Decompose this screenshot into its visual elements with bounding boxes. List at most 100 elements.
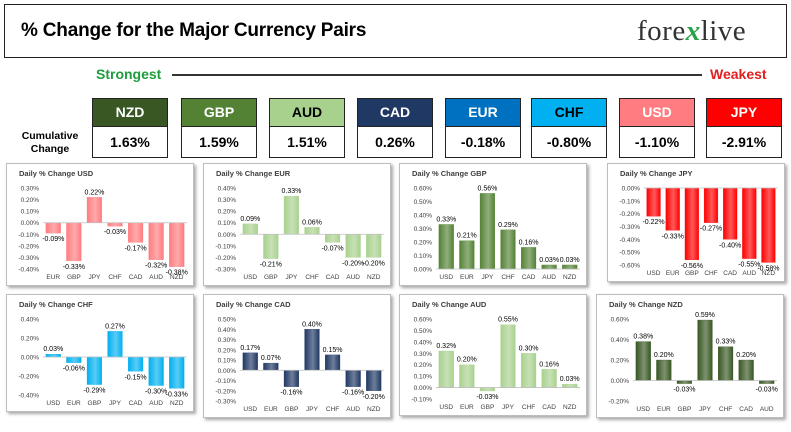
bar-nzd [366, 370, 382, 391]
data-label: -0.03% [756, 387, 778, 394]
page-title: % Change for the Major Currency Pairs [21, 20, 367, 41]
data-label: -0.03% [476, 394, 498, 401]
bar-cad [738, 359, 754, 381]
x-tick-label: JPY [285, 274, 298, 281]
x-tick-label: AUD [542, 274, 556, 281]
y-tick-label: 0.40% [414, 213, 433, 220]
tile-value: -2.91% [707, 126, 781, 157]
x-tick-label: AUD [742, 270, 756, 277]
y-tick-label: -0.30% [18, 255, 39, 262]
bar-chf [521, 353, 537, 388]
data-label: -0.07% [321, 245, 343, 252]
y-tick-label: -0.20% [608, 399, 629, 406]
bar-gbp [86, 356, 102, 385]
bar-gbp [684, 187, 699, 261]
y-tick-label: -0.30% [215, 399, 236, 406]
tile-value: 1.51% [270, 126, 344, 157]
y-tick-label: 0.50% [414, 328, 433, 335]
x-tick-label: AUD [149, 274, 163, 281]
y-tick-label: -0.10% [411, 397, 432, 404]
x-tick-label: CHF [108, 274, 121, 281]
x-tick-label: USD [46, 400, 60, 407]
chart-panel-gbp: Daily % Change GBP 0.60% 0.50% 0.40% 0.30% 0.… [399, 163, 587, 286]
x-tick-label: JPY [306, 406, 319, 413]
y-tick-label: 0.00% [622, 186, 641, 193]
data-label: -0.33% [63, 264, 85, 271]
y-tick-label: 0.20% [218, 209, 237, 216]
data-label: 0.33% [436, 216, 456, 223]
y-tick-label: 0.20% [611, 358, 630, 365]
y-tick-label: 0.50% [414, 199, 433, 206]
bar-nzd [169, 222, 185, 267]
data-label: 0.03% [43, 346, 63, 353]
bar-chf [718, 346, 734, 381]
bar-usd [45, 354, 61, 358]
strongest-label: Strongest [96, 66, 162, 82]
chart-panel-eur: Daily % Change EUR 0.40% 0.30% 0.20% 0.10% 0.… [203, 163, 391, 286]
tile-chf: CHF -0.80% [531, 98, 607, 158]
tile-usd: USD -1.10% [619, 98, 695, 158]
data-label: 0.33% [716, 339, 736, 346]
y-tick-label: -0.20% [215, 255, 236, 262]
data-label: 0.33% [281, 188, 301, 195]
tile-value: -1.10% [620, 126, 694, 157]
data-label: -0.29% [83, 388, 105, 395]
y-tick-label: 0.10% [218, 358, 237, 365]
data-label: 0.03% [560, 376, 580, 383]
y-tick-label: 0.40% [414, 339, 433, 346]
x-tick-label: EUR [460, 274, 474, 281]
x-tick-label: GBP [685, 270, 699, 277]
data-label: -0.06% [63, 366, 85, 373]
x-tick-label: JPY [502, 404, 515, 411]
tile-cad: CAD 0.26% [357, 98, 433, 158]
y-tick-label: 0.40% [218, 186, 237, 193]
x-tick-label: JPY [109, 400, 122, 407]
y-tick-label: -0.20% [215, 388, 236, 395]
data-label: -0.22% [642, 219, 664, 226]
y-tick-label: -0.10% [215, 378, 236, 385]
y-tick-label: -0.50% [619, 250, 640, 257]
y-tick-label: -0.40% [619, 237, 640, 244]
tile-currency: CAD [358, 99, 432, 126]
bar-aud [148, 356, 164, 386]
bar-gbp [66, 222, 82, 262]
x-tick-label: EUR [46, 274, 60, 281]
x-tick-label: JPY [88, 274, 101, 281]
y-tick-label: 0.60% [414, 186, 433, 193]
tile-eur: EUR -0.18% [445, 98, 521, 158]
data-label: 0.30% [519, 345, 539, 352]
bar-gbp [479, 387, 495, 392]
forexlive-logo: forexlive [637, 15, 747, 47]
bar-usd [646, 187, 661, 217]
y-tick-label: 0.40% [611, 337, 630, 344]
data-label: 0.09% [240, 216, 260, 223]
x-tick-label: NZD [170, 274, 184, 281]
x-tick-label: EUR [657, 406, 671, 413]
x-tick-label: NZD [170, 400, 184, 407]
tile-currency: NZD [93, 99, 167, 126]
data-label: 0.38% [633, 334, 653, 341]
x-tick-label: CHF [719, 406, 732, 413]
x-tick-label: NZD [563, 274, 577, 281]
x-tick-label: CAD [739, 406, 753, 413]
y-tick-label: 0.10% [414, 253, 433, 260]
y-tick-label: 0.30% [218, 337, 237, 344]
y-tick-label: 0.50% [218, 317, 237, 324]
chart-title: Daily % Change JPY [620, 169, 693, 178]
data-label: 0.22% [84, 189, 104, 196]
y-tick-label: 0.00% [218, 368, 237, 375]
y-tick-label: -0.40% [18, 267, 39, 274]
bar-eur [263, 362, 279, 371]
data-label: 0.21% [457, 233, 477, 240]
bar-eur [656, 359, 672, 381]
bar-aud [541, 264, 557, 270]
tile-currency: GBP [182, 99, 256, 126]
chart-panel-aud: Daily % Change AUD 0.60% 0.50% 0.40% 0.30% 0.… [399, 294, 587, 416]
y-tick-label: 0.20% [21, 336, 40, 343]
data-label: -0.40% [719, 242, 741, 249]
y-tick-label: 0.00% [611, 378, 630, 385]
x-tick-label: CHF [501, 274, 514, 281]
data-label: 0.20% [654, 352, 674, 359]
chart-panel-chf: Daily % Change CHF 0.40% 0.20% 0.00% -0.20% -… [6, 294, 194, 412]
tile-currency: JPY [707, 99, 781, 126]
